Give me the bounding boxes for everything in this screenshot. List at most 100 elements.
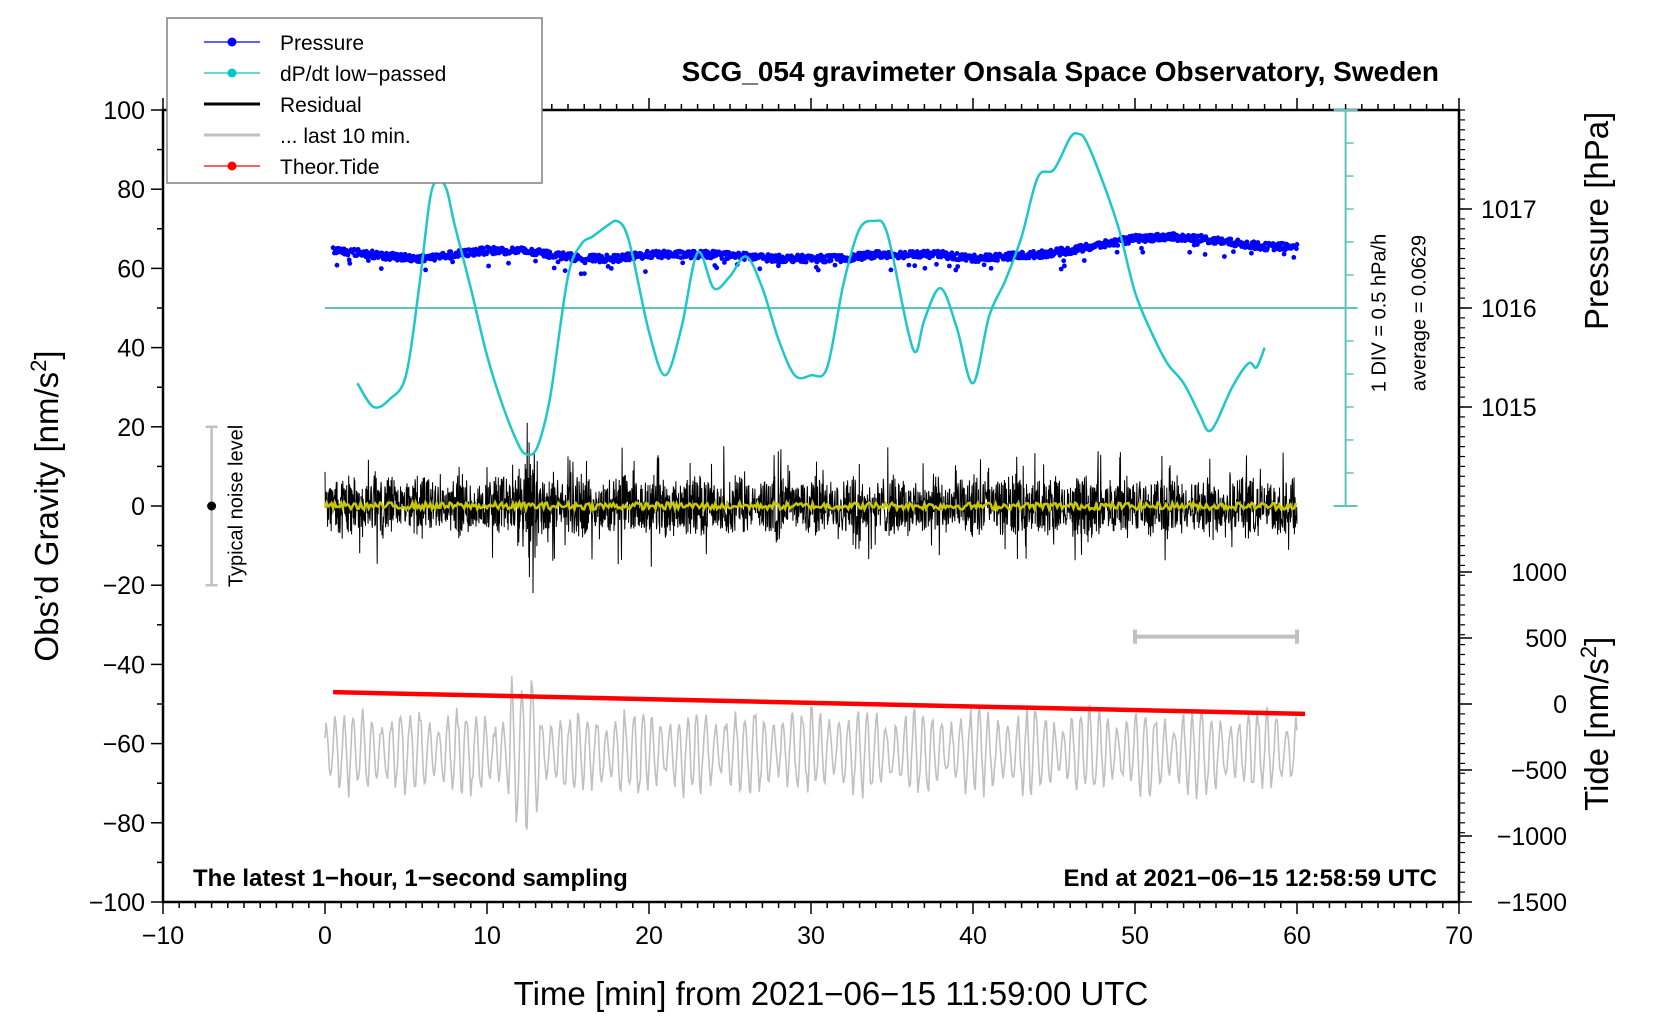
noise-bar-center-dot xyxy=(207,501,217,511)
pressure-point xyxy=(1139,245,1144,251)
pressure-axis-title: Pressure [hPa] xyxy=(1578,112,1615,330)
pressure-point xyxy=(555,259,561,265)
x-tick-label: 60 xyxy=(1283,922,1311,950)
pressure-point xyxy=(832,262,838,268)
y-axis-title: Obs’d Gravity [nm/s2] xyxy=(26,350,66,661)
tide-tick-label: 500 xyxy=(1525,625,1567,653)
y-tick-label: −20 xyxy=(103,572,145,600)
tide-tick-label: −500 xyxy=(1511,757,1567,785)
pressure-tick-label: 1015 xyxy=(1481,394,1537,422)
data-layer xyxy=(205,131,1358,830)
legend-swatch-marker xyxy=(227,37,237,47)
pressure-tick-label: 1017 xyxy=(1481,196,1537,224)
x-tick-label: 0 xyxy=(318,922,332,950)
dpdt-average-note: average = 0.0629 xyxy=(1409,235,1431,391)
tide-axis-title-sup: 2 xyxy=(1576,646,1601,658)
x-tick-label: −10 xyxy=(142,922,184,950)
pressure-point xyxy=(533,258,538,264)
y-tick-label: −80 xyxy=(103,810,145,838)
dpdt-line xyxy=(356,131,1266,457)
x-tick-label: 30 xyxy=(797,922,825,950)
tide-tick-label: −1500 xyxy=(1497,889,1567,917)
pressure-point xyxy=(366,258,371,263)
pressure-tick-label: 1016 xyxy=(1481,295,1537,323)
pressure-point xyxy=(582,271,587,276)
tide-axis-title-main: Tide [nm/s xyxy=(1578,658,1615,811)
ten-min-bar xyxy=(1133,629,1299,644)
pressure-point xyxy=(369,248,375,254)
pressure-point xyxy=(551,265,557,271)
y-axis-title-main: Obs’d Gravity [nm/s xyxy=(28,372,65,662)
pressure-point xyxy=(608,266,614,271)
pressure-point xyxy=(981,262,987,268)
y-tick-label: 0 xyxy=(131,493,145,521)
legend-label: dP/dt low−passed xyxy=(280,63,446,86)
y-tick-label: −100 xyxy=(89,889,145,917)
pressure-point xyxy=(407,253,412,258)
pressure-point xyxy=(1114,249,1120,255)
residual-line xyxy=(324,422,1298,594)
y-tick-label: 40 xyxy=(117,335,145,363)
pressure-point xyxy=(334,262,340,268)
legend-label: Residual xyxy=(280,94,362,117)
tide-tick-label: −1000 xyxy=(1497,823,1567,851)
pressure-point xyxy=(1294,242,1300,247)
x-tick-label: 40 xyxy=(959,922,987,950)
pressure-point xyxy=(1083,241,1089,247)
dpdt-scale-note: 1 DIV = 0.5 hPa/h xyxy=(1369,234,1391,392)
pressure-point xyxy=(1140,249,1146,255)
tide-axis-title-end: ] xyxy=(1578,637,1615,646)
noise-level-bar xyxy=(205,425,218,587)
tide-tick-label: 0 xyxy=(1553,691,1567,719)
chart-title: SCG_054 gravimeter Onsala Space Observat… xyxy=(682,56,1439,87)
pressure-point xyxy=(815,267,821,273)
pressure-point xyxy=(888,267,894,273)
y-axis-title-sup: 2 xyxy=(26,360,51,372)
y-tick-label: 80 xyxy=(117,176,145,204)
pressure-point xyxy=(776,263,781,269)
y-axis-title-end: ] xyxy=(28,350,65,359)
pressure-point xyxy=(1249,250,1254,256)
pressure-point xyxy=(1294,246,1299,252)
sampling-note: The latest 1−hour, 1−second sampling xyxy=(193,865,628,892)
pressure-point xyxy=(688,255,694,261)
pressure-point xyxy=(1231,249,1236,255)
pressure-point xyxy=(1222,254,1227,259)
noise-level-label: Typical noise level xyxy=(226,425,248,587)
dpdt-axis xyxy=(1333,109,1358,507)
last-10-min-line xyxy=(324,676,1298,830)
theor-tide-line xyxy=(333,689,1306,717)
y-tick-label: 60 xyxy=(117,255,145,283)
legend-label: Theor.Tide xyxy=(280,156,380,179)
pressure-point xyxy=(722,260,727,265)
pressure-point xyxy=(988,265,994,271)
tide-axis-title: Tide [nm/s2] xyxy=(1576,637,1616,811)
pressure-point xyxy=(719,256,725,261)
pressure-point xyxy=(1202,252,1208,257)
pressure-point xyxy=(562,268,568,274)
residual-smoothed-line xyxy=(323,498,1298,515)
tide-tick-label: 1000 xyxy=(1511,559,1567,587)
right-axes: 1015 1016 1017 −1500 −1000 −500 0 500 1000 xyxy=(1459,109,1567,917)
pressure-point xyxy=(680,260,686,266)
pressure-point xyxy=(347,261,353,266)
y-tick-label: 20 xyxy=(117,414,145,442)
pressure-point xyxy=(615,252,621,258)
x-tick-label: 50 xyxy=(1121,922,1149,950)
pressure-point xyxy=(378,266,384,271)
end-time-note: End at 2021−06−15 12:58:59 UTC xyxy=(1063,865,1437,892)
pressure-point xyxy=(506,260,511,266)
x-tick-label: 10 xyxy=(473,922,501,950)
pressure-point xyxy=(828,258,834,263)
pressure-point xyxy=(643,269,648,274)
pressure-point xyxy=(906,262,912,268)
pressure-point xyxy=(955,264,961,269)
pressure-point xyxy=(912,263,918,269)
pressure-point xyxy=(972,252,977,258)
pressure-point xyxy=(644,248,650,254)
legend: Pressure dP/dt low−passed Residual ... last… xyxy=(166,17,543,184)
pressure-point xyxy=(995,258,1000,263)
pressure-point xyxy=(423,267,428,273)
pressure-point xyxy=(1291,255,1297,260)
